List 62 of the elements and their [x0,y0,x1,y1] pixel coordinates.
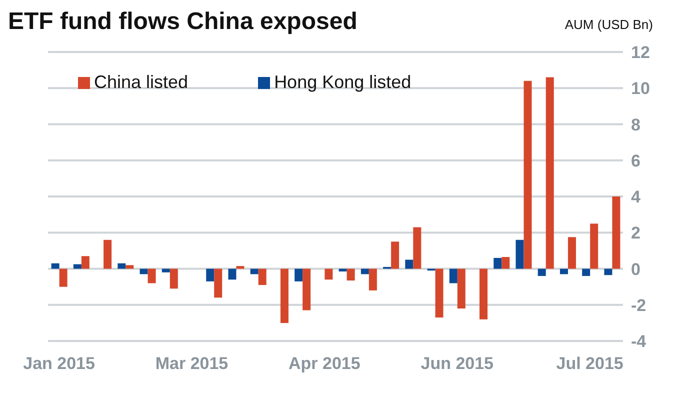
bar [162,268,170,272]
y-tick-label: 2 [631,224,640,243]
y-tick-label: 10 [631,79,650,98]
bar [516,240,524,269]
bar [59,268,68,287]
bar [568,237,576,269]
bar [494,258,502,269]
bar [590,224,598,269]
bar [604,268,612,276]
bar [170,268,178,289]
bar [360,268,369,274]
bar [294,268,303,282]
bar [612,196,620,269]
bar [338,268,347,272]
bar [582,268,590,276]
bar [502,257,510,269]
bar [236,266,244,269]
bar [280,268,288,323]
chart-title: ETF fund flows China exposed [8,8,358,36]
bar [368,268,377,290]
y-tick-label: 8 [631,115,640,134]
bar [391,242,400,269]
bar [250,268,258,274]
y-tick-label: 12 [631,43,650,62]
bar [480,268,488,320]
y-axis-title: AUM (USD Bn) [564,17,653,32]
y-tick-label: -4 [631,332,647,352]
bar [435,268,444,318]
bar [413,227,422,269]
bar [126,265,134,269]
bar [148,268,156,284]
bar [302,268,311,310]
bar [104,240,112,269]
bar [457,268,466,308]
bar [228,268,236,280]
bar [140,268,148,274]
x-tick-label: Mar 2015 [155,354,228,374]
bar [214,268,222,298]
legend-label: China listed [94,72,188,92]
y-tick-label: 0 [631,260,640,279]
x-tick-label: Jun 2015 [420,354,494,374]
bar [405,260,414,269]
bar [81,256,90,269]
x-tick-label: Jul 2015 [556,354,624,374]
bar [560,268,568,274]
legend-label: Hong Kong listed [274,72,412,92]
bar [449,268,458,284]
bar [73,264,82,269]
y-tick-label: 4 [631,188,641,207]
bar [118,263,126,269]
bar [206,268,214,282]
bar [538,268,546,276]
bar [546,77,554,269]
bar [346,268,355,280]
bar [51,263,60,269]
x-tick-label: Apr 2015 [288,354,360,374]
x-tick-label: Jan 2015 [23,354,95,374]
bar [524,80,532,269]
y-tick-label: 6 [631,151,640,170]
bar [258,268,266,286]
bar [324,268,333,280]
y-tick-label: -2 [631,296,646,315]
